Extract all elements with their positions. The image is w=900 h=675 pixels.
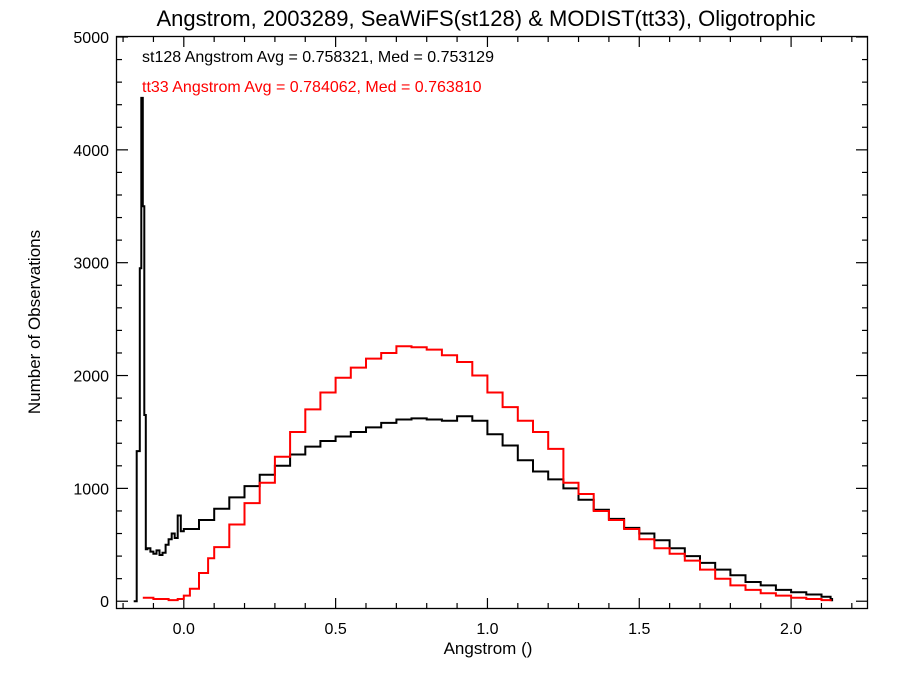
y-axis-label: Number of Observations [25, 230, 44, 414]
plot-frame [115, 35, 869, 610]
y-tick-label: 2000 [73, 369, 109, 386]
series-st128-line [133, 96, 834, 603]
chart-title: Angstrom, 2003289, SeaWiFS(st128) & MODI… [156, 6, 815, 31]
annotation-st128: st128 Angstrom Avg = 0.758321, Med = 0.7… [142, 49, 494, 66]
series-tt33-line [142, 345, 832, 602]
x-tick-label: 0.5 [324, 621, 346, 638]
x-tick-label: 1.5 [628, 621, 650, 638]
axis-ticks: 0.0 0.5 1.0 1.5 2.0 0 1000 2000 3000 4000 5000 [73, 30, 867, 638]
y-tick-label: 0 [100, 594, 109, 611]
annotation-tt33: tt33 Angstrom Avg = 0.784062, Med = 0.76… [142, 79, 482, 96]
y-tick-label: 5000 [73, 30, 109, 47]
x-axis-label: Angstrom () [444, 639, 533, 658]
x-tick-label: 0.0 [173, 621, 195, 638]
x-tick-label: 1.0 [476, 621, 498, 638]
y-tick-label: 1000 [73, 481, 109, 498]
y-tick-label: 4000 [73, 143, 109, 160]
y-tick-label: 3000 [73, 256, 109, 273]
x-tick-label: 2.0 [780, 621, 802, 638]
series-layer [133, 96, 834, 603]
